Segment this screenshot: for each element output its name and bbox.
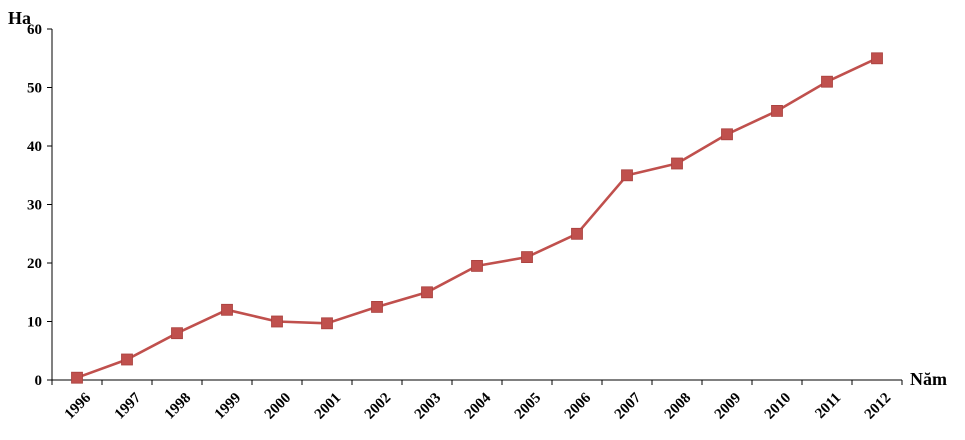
x-tick-label: 2008	[662, 390, 695, 423]
data-point	[621, 169, 633, 182]
data-point	[471, 259, 483, 272]
data-point	[421, 286, 433, 299]
data-point	[671, 157, 683, 170]
x-tick-label: 2000	[262, 390, 295, 423]
y-tick-label: 0	[35, 373, 43, 389]
y-tick-label: 30	[27, 198, 42, 214]
x-tick-label: 2011	[812, 390, 844, 422]
x-tick-label: 2010	[762, 390, 795, 423]
x-tick-label: 1999	[212, 390, 245, 423]
x-tick-label: 2003	[412, 390, 445, 423]
y-axis-title: Ha	[8, 8, 31, 28]
x-axis-title: Năm	[910, 369, 947, 389]
x-tick-label: 2005	[512, 390, 545, 423]
x-tick-label: 2009	[712, 390, 745, 423]
data-point	[721, 128, 733, 141]
data-point	[521, 251, 533, 264]
data-point	[571, 227, 583, 240]
y-tick-label: 10	[27, 315, 42, 331]
y-tick-label: 40	[27, 139, 42, 155]
data-point	[821, 75, 833, 88]
y-tick-label: 20	[27, 256, 42, 272]
x-tick-label: 1997	[112, 390, 145, 423]
chart-ticks: 0 10 20 30 40 50 60 1996 1997 1998 1999 2000 2001 200…	[27, 22, 903, 423]
data-point	[871, 52, 883, 65]
data-point	[771, 105, 783, 117]
x-tick-label: 2001	[312, 390, 345, 423]
data-point	[371, 300, 383, 313]
chart-series	[71, 52, 883, 384]
x-tick-label: 2004	[462, 390, 495, 423]
data-point	[171, 327, 183, 340]
data-point	[221, 303, 233, 316]
y-tick-label: 50	[27, 81, 42, 97]
series-line	[76, 57, 878, 379]
x-tick-label: 1996	[62, 390, 95, 423]
data-point	[71, 371, 83, 384]
data-point	[321, 317, 333, 330]
data-point	[121, 353, 133, 366]
x-tick-label: 2007	[612, 390, 645, 423]
x-tick-label: 1998	[162, 390, 195, 423]
y-tick-label: 60	[27, 22, 42, 38]
x-tick-label: 2012	[862, 390, 895, 423]
data-point	[271, 315, 283, 328]
x-tick-label: 2006	[562, 390, 595, 423]
x-tick-label: 2002	[362, 390, 395, 423]
